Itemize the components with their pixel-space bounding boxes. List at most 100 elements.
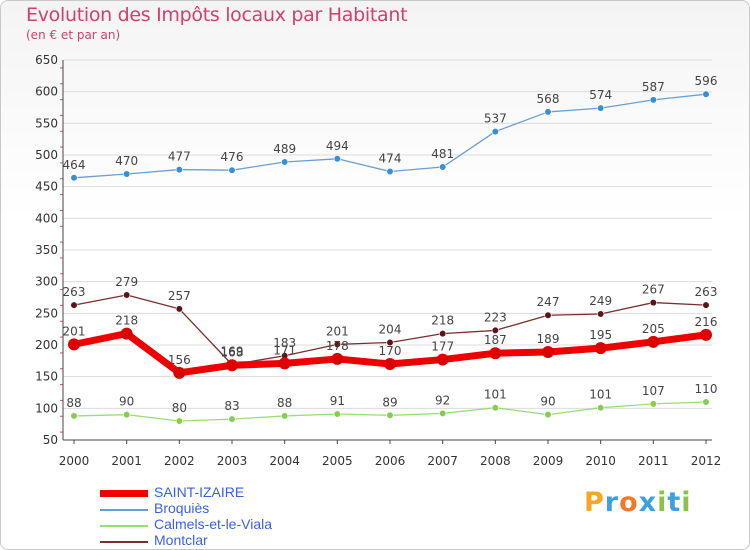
data-label: 170	[379, 344, 402, 358]
data-point	[228, 415, 236, 423]
data-point	[228, 166, 236, 174]
x-tick-label: 2003	[217, 454, 248, 468]
logo-letter: t	[667, 487, 682, 518]
data-label: 218	[431, 314, 454, 328]
y-tick-label: 200	[35, 338, 58, 352]
x-tick-label: 2011	[638, 454, 669, 468]
data-point	[175, 165, 183, 174]
logo-letter: P	[584, 487, 605, 518]
y-tick-label: 600	[35, 85, 58, 99]
data-point	[647, 335, 660, 348]
data-point	[597, 310, 605, 318]
data-label: 90	[540, 395, 555, 409]
legend-label: Montclar	[154, 532, 208, 548]
data-point	[436, 353, 449, 366]
data-point	[333, 155, 341, 163]
data-label: 596	[695, 74, 718, 88]
data-point	[333, 340, 341, 348]
data-point	[439, 409, 447, 418]
legend-swatch	[100, 525, 148, 527]
data-label: 101	[484, 388, 507, 402]
x-tick-label: 2009	[533, 454, 564, 468]
data-label: 257	[168, 289, 191, 303]
data-point	[331, 352, 344, 365]
data-label: 218	[115, 314, 138, 328]
data-point	[649, 96, 657, 104]
data-point	[597, 104, 605, 112]
y-tick-label: 50	[43, 433, 58, 447]
y-tick-label: 350	[35, 243, 58, 257]
data-point	[544, 108, 552, 116]
data-point	[702, 301, 710, 309]
legend-label: Calmels-et-le-Viala	[154, 516, 273, 532]
data-label: 101	[589, 388, 612, 402]
data-point	[491, 404, 499, 412]
data-label: 464	[63, 158, 86, 172]
y-tick-label: 400	[35, 211, 58, 225]
data-point	[70, 412, 78, 420]
data-point	[120, 327, 133, 340]
data-label: 263	[63, 285, 86, 299]
data-point	[386, 338, 394, 347]
chart-title: Evolution des Impôts locaux par Habitant	[26, 4, 408, 26]
data-label: 187	[484, 333, 507, 347]
data-point	[489, 347, 502, 360]
data-point	[544, 411, 552, 419]
data-point	[542, 345, 554, 358]
data-label: 83	[224, 399, 239, 413]
data-label: 90	[119, 395, 134, 409]
data-label: 177	[431, 340, 454, 354]
data-label: 201	[63, 324, 86, 338]
data-label: 481	[431, 147, 454, 161]
logo-letter: o	[619, 487, 639, 518]
data-label: 178	[326, 339, 349, 353]
data-label: 263	[695, 285, 718, 299]
logo-letter: r	[604, 487, 620, 518]
data-label: 267	[642, 283, 665, 297]
data-point	[226, 359, 238, 372]
data-point	[702, 90, 710, 98]
x-tick-label: 2002	[164, 454, 195, 468]
y-tick-label: 300	[35, 275, 58, 289]
data-label: 247	[537, 295, 560, 309]
data-label: 216	[695, 315, 718, 329]
data-label: 195	[589, 328, 612, 342]
data-label: 474	[379, 151, 402, 165]
data-point	[123, 170, 131, 178]
proxiti-logo: Proxiti	[584, 487, 692, 518]
chart-subtitle: (en € et par an)	[26, 28, 121, 42]
data-label: 156	[168, 353, 191, 367]
legend-label: Broquiès	[154, 500, 210, 516]
data-label: 171	[273, 343, 296, 357]
data-label: 107	[642, 384, 665, 398]
logo-letter: i	[657, 487, 668, 518]
data-point	[333, 410, 341, 418]
data-label: 88	[66, 396, 81, 410]
x-tick-label: 2010	[585, 454, 616, 468]
data-label: 89	[382, 395, 397, 409]
data-label: 494	[326, 139, 349, 153]
data-point	[594, 342, 607, 355]
data-point	[439, 163, 447, 171]
data-label: 537	[484, 112, 507, 126]
data-point	[439, 330, 447, 338]
data-point	[175, 305, 183, 313]
y-tick-label: 650	[35, 53, 58, 67]
data-label: 204	[379, 322, 402, 336]
data-label: 183	[273, 336, 296, 350]
data-label: 205	[642, 322, 665, 336]
x-tick-label: 2005	[322, 454, 353, 468]
y-tick-label: 250	[35, 306, 58, 320]
x-tick-label: 2007	[427, 454, 458, 468]
x-tick-label: 2006	[375, 454, 406, 468]
data-point	[123, 411, 131, 419]
data-point	[173, 366, 186, 379]
y-tick-label: 100	[35, 401, 58, 415]
data-label: 169	[221, 345, 244, 359]
x-tick-label: 2008	[480, 454, 511, 468]
data-label: 470	[115, 154, 138, 168]
data-point	[700, 328, 712, 341]
data-point	[281, 158, 289, 166]
logo-letter: i	[681, 487, 692, 518]
